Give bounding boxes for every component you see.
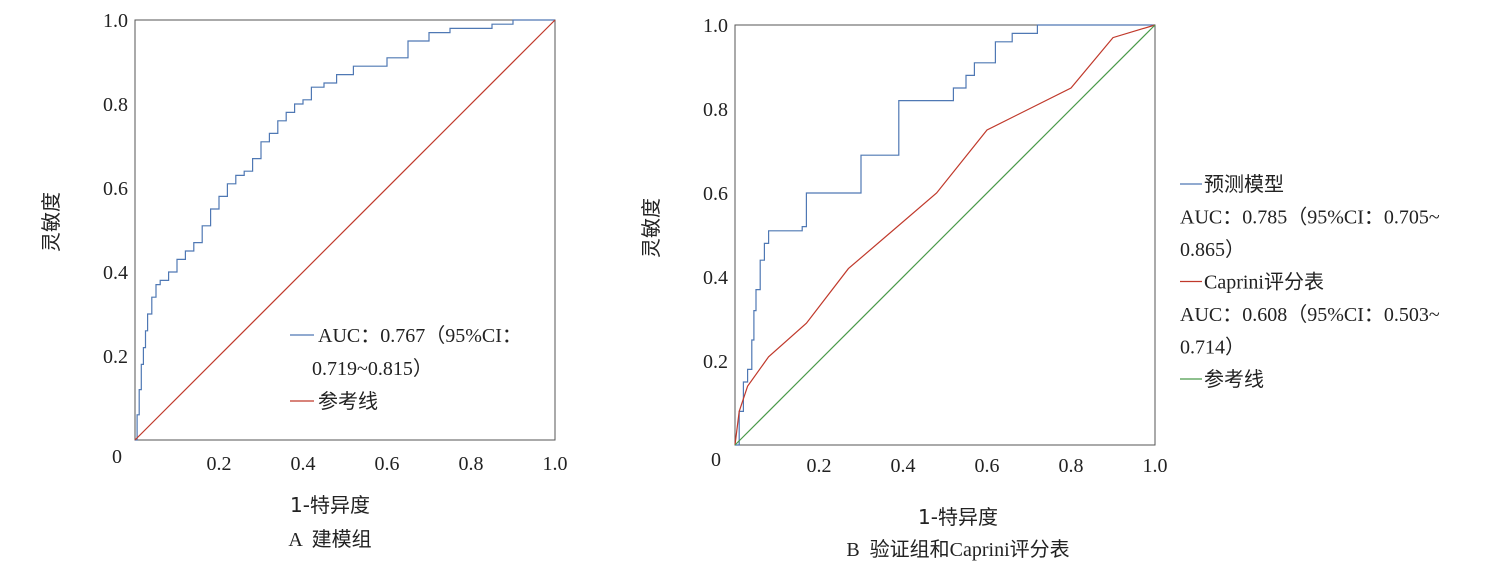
panel-b-y-ticks: 0.2 0.4 0.6 0.8 1.0 (703, 15, 728, 373)
panel-b-series-line-2 (734, 24, 1156, 446)
panel-a-legend-text: 参考线 (318, 390, 378, 413)
panel-b-origin-label: 0 (711, 449, 721, 471)
panel-a-series-line-1 (134, 19, 556, 441)
panel-b-series-line-1 (734, 24, 1156, 446)
panel-a-y-ticks: 0.2 0.4 0.6 0.8 1.0 (103, 10, 128, 368)
panel-a-x-axis-title: 1-特异度 (290, 493, 370, 517)
panel-b-x-tick-label: 0.8 (1059, 455, 1084, 477)
panel-b-series-line-0 (735, 24, 1155, 446)
panel-a-legend-text: AUC：0.767（95%CI： (318, 324, 522, 347)
panel-b-y-tick-label: 0.6 (703, 183, 728, 205)
panel-a-series-line-0 (135, 19, 555, 441)
panel-a-y-tick-label: 0.4 (103, 262, 128, 284)
panel-a-x-ticks: 0 0.2 0.4 0.6 0.8 1.0 (112, 446, 568, 475)
panel-a-plot-frame (134, 19, 556, 441)
panel-b-legend-text: 参考线 (1204, 368, 1264, 391)
panel-b-series (734, 24, 1156, 446)
panel-b-plot-frame (734, 24, 1156, 446)
panel-b: 0.2 0.4 0.6 0.8 1.0 0 0.2 0.4 0.6 0.8 1.0 灵敏度 1-特… (639, 15, 1440, 561)
panel-b-x-tick-label: 0.2 (807, 455, 832, 477)
panel-a-series (134, 19, 556, 441)
panel-b-legend-text: 0.865） (1180, 238, 1245, 261)
panel-b-legend-text: 0.714） (1180, 336, 1245, 359)
panel-a-legend: AUC：0.767（95%CI： 0.719~0.815） 参考线 (290, 324, 522, 413)
panel-b-legend-text: 预测模型 (1204, 173, 1284, 196)
panel-b-legend: 预测模型 AUC：0.785（95%CI：0.705~ 0.865） Caprini评… (1180, 173, 1440, 391)
panel-b-x-tick-label: 0.6 (975, 455, 1000, 477)
panel-b-y-tick-label: 0.8 (703, 99, 728, 121)
panel-b-legend-text: AUC：0.785（95%CI：0.705~ (1180, 206, 1440, 229)
panel-a-caption: A 建模组 (288, 528, 371, 551)
panel-b-x-ticks: 0 0.2 0.4 0.6 0.8 1.0 (711, 449, 1168, 477)
panel-a-x-tick-label: 0.8 (459, 453, 484, 475)
panel-a-x-tick-label: 0.6 (375, 453, 400, 475)
panel-a-x-tick-label: 0.2 (207, 453, 232, 475)
panel-a: 0.2 0.4 0.6 0.8 1.0 0 0.2 0.4 0.6 0.8 1.0 灵敏度 1-特… (39, 10, 568, 551)
panel-b-legend-text: AUC：0.608（95%CI：0.503~ (1180, 303, 1440, 326)
panel-b-y-tick-label: 0.2 (703, 351, 728, 373)
panel-a-y-axis-title: 灵敏度 (39, 192, 63, 252)
panel-a-y-tick-label: 0.8 (103, 94, 128, 116)
panel-b-legend-text: Caprini评分表 (1204, 271, 1324, 294)
panel-a-x-tick-label: 1.0 (543, 453, 568, 475)
panel-b-x-tick-label: 1.0 (1143, 455, 1168, 477)
panel-b-x-tick-label: 0.4 (891, 455, 916, 477)
panel-b-y-tick-label: 1.0 (703, 15, 728, 37)
panel-b-y-tick-label: 0.4 (703, 267, 728, 289)
panel-a-y-tick-label: 0.6 (103, 178, 128, 200)
panel-a-legend-text: 0.719~0.815） (312, 357, 433, 380)
panel-a-y-tick-label: 1.0 (103, 10, 128, 32)
panel-b-y-axis-title: 灵敏度 (639, 198, 663, 258)
panel-a-origin-label: 0 (112, 446, 122, 468)
panel-b-caption: B 验证组和Caprini评分表 (846, 538, 1069, 561)
panel-a-y-tick-label: 0.2 (103, 346, 128, 368)
panel-a-x-tick-label: 0.4 (291, 453, 316, 475)
panel-b-x-axis-title: 1-特异度 (918, 505, 998, 529)
